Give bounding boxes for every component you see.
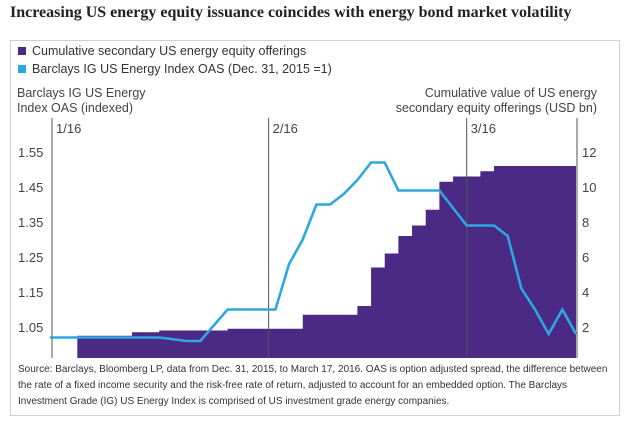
y-left-tick-label: 1.35 [18, 215, 43, 230]
legend: Cumulative secondary US energy equity of… [18, 42, 332, 78]
x-tick-label: 3/16 [471, 121, 496, 136]
right-axis-title: Cumulative value of US energy secondary … [395, 86, 597, 115]
y-right-tick-label: 8 [582, 215, 589, 230]
legend-item-equity: Cumulative secondary US energy equity of… [18, 42, 332, 60]
y-left-tick-label: 1.55 [18, 145, 43, 160]
y-right-tick-label: 12 [582, 145, 596, 160]
legend-item-oas: Barclays IG US Energy Index OAS (Dec. 31… [18, 60, 332, 78]
y-right-tick-label: 2 [582, 320, 589, 335]
y-left-tick-label: 1.25 [18, 250, 43, 265]
legend-label-equity: Cumulative secondary US energy equity of… [32, 44, 307, 58]
legend-label-oas: Barclays IG US Energy Index OAS (Dec. 31… [32, 62, 332, 76]
y-left-tick-label: 1.05 [18, 320, 43, 335]
legend-swatch-equity [18, 47, 26, 55]
y-right-tick-label: 6 [582, 250, 589, 265]
y-right-tick-label: 4 [582, 285, 589, 300]
x-tick-label: 1/16 [56, 121, 81, 136]
source-note: Source: Barclays, Bloomberg LP, data fro… [18, 364, 608, 407]
y-left-tick-label: 1.45 [18, 180, 43, 195]
y-right-tick-label: 10 [582, 180, 596, 195]
left-axis-title: Barclays IG US Energy Index OAS (indexed… [17, 86, 146, 115]
series-line-oas [50, 161, 578, 343]
legend-swatch-oas [18, 65, 26, 73]
series-area-equity-offerings [50, 166, 576, 358]
x-tick-label: 2/16 [273, 121, 298, 136]
chart-title: Increasing US energy equity issuance coi… [10, 4, 572, 21]
y-left-tick-label: 1.15 [18, 285, 43, 300]
